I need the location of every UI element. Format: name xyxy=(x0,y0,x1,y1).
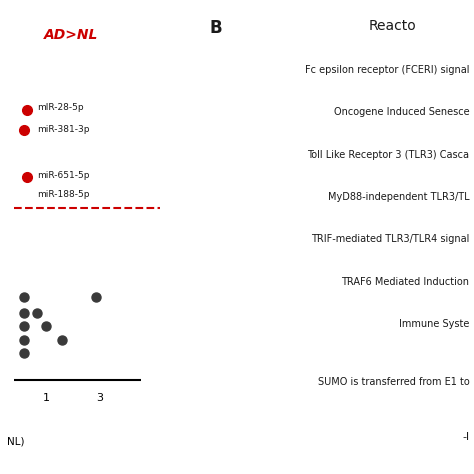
Text: mIR-28-5p: mIR-28-5p xyxy=(37,103,83,112)
Text: Toll Like Receptor 3 (TLR3) Casca: Toll Like Receptor 3 (TLR3) Casca xyxy=(307,150,469,160)
Text: B: B xyxy=(209,18,222,36)
Text: TRAF6 Mediated Induction: TRAF6 Mediated Induction xyxy=(341,276,469,287)
Text: miR-381-3p: miR-381-3p xyxy=(37,125,90,134)
Text: miR-188-5p: miR-188-5p xyxy=(37,190,90,199)
Text: MyD88-independent TLR3/TL: MyD88-independent TLR3/TL xyxy=(328,192,469,202)
Text: NL): NL) xyxy=(7,437,24,447)
Text: 3: 3 xyxy=(96,393,103,403)
Text: TRIF-mediated TLR3/TLR4 signal: TRIF-mediated TLR3/TLR4 signal xyxy=(311,234,469,244)
Text: -l: -l xyxy=(462,432,469,442)
Text: SUMO is transferred from E1 to: SUMO is transferred from E1 to xyxy=(318,377,469,387)
Text: Reacto: Reacto xyxy=(368,18,416,33)
Text: 1: 1 xyxy=(43,393,50,403)
Text: Immune Syste: Immune Syste xyxy=(399,319,469,329)
Text: miR-651-5p: miR-651-5p xyxy=(37,171,90,180)
Text: Fc epsilon receptor (FCERI) signal: Fc epsilon receptor (FCERI) signal xyxy=(305,65,469,75)
Text: Oncogene Induced Senesce: Oncogene Induced Senesce xyxy=(334,107,469,117)
Text: AD>NL: AD>NL xyxy=(44,27,98,42)
